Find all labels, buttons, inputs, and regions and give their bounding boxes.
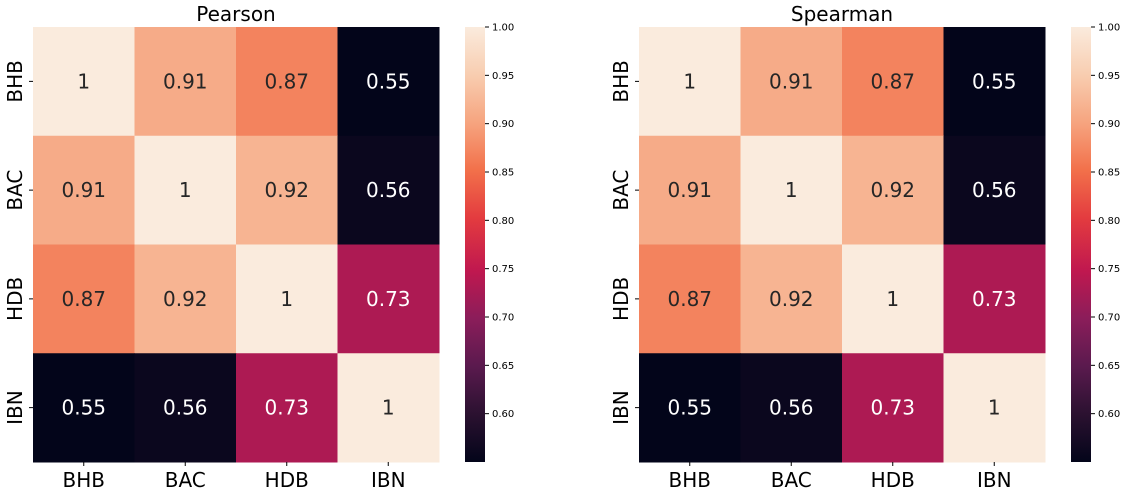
colorbar-tick-label: 0.75: [1098, 264, 1120, 275]
cell-value-label: 0.55: [366, 69, 411, 93]
x-tick-label: IBN: [371, 468, 406, 492]
cell-value-label: 0.73: [264, 396, 309, 420]
colorbar-tick-label: 0.90: [492, 119, 514, 130]
cell-value-label: 0.92: [264, 178, 309, 202]
cell-value-label: 0.56: [769, 396, 814, 420]
cell-value-label: 1: [179, 178, 192, 202]
y-tick-label: BHB: [609, 60, 633, 102]
colorbar-tick-label: 0.85: [1098, 168, 1120, 179]
cell-value-label: 0.91: [163, 69, 208, 93]
cell-value-label: 0.87: [61, 287, 106, 311]
x-tick-label: IBN: [977, 468, 1012, 492]
cell-value-label: 1: [683, 69, 696, 93]
cell-value-label: 0.55: [61, 396, 106, 420]
chart-title: Pearson: [196, 2, 275, 26]
y-tick-label: BHB: [3, 60, 27, 102]
colorbar-tick-label: 0.80: [492, 216, 514, 227]
cell-value-label: 1: [886, 287, 899, 311]
colorbar-tick-label: 0.60: [492, 409, 514, 420]
heatmap-panel-pearson: Pearson 1 0.91 0.87 0.55 0.91 1 0.92 0.56 0.87 0.9…: [3, 2, 514, 492]
cell-value-label: 1: [77, 69, 90, 93]
cell-value-label: 0.56: [366, 178, 411, 202]
y-tick-label: BAC: [609, 170, 633, 211]
cell-value-label: 0.73: [972, 287, 1017, 311]
colorbar: [465, 27, 485, 462]
y-tick-label: IBN: [3, 390, 27, 425]
cell-value-label: 0.92: [870, 178, 915, 202]
cell-value-label: 1: [280, 287, 293, 311]
cell-value-label: 0.55: [667, 396, 712, 420]
colorbar-tick-label: 0.95: [1098, 71, 1120, 82]
colorbar-tick-label: 0.90: [1098, 119, 1120, 130]
cell-value-label: 0.73: [870, 396, 915, 420]
x-tick-label: BAC: [165, 468, 206, 492]
colorbar-tick-label: 0.65: [492, 361, 514, 372]
cell-value-label: 0.87: [667, 287, 712, 311]
colorbar-tick-label: 0.75: [492, 264, 514, 275]
colorbar-tick-label: 0.70: [1098, 313, 1120, 324]
cell-value-label: 0.91: [769, 69, 814, 93]
heatmap-panel-spearman: Spearman 1 0.91 0.87 0.55 0.91 1 0.92 0.56 0.87 0.…: [609, 2, 1120, 492]
cell-value-label: 1: [988, 396, 1001, 420]
colorbar-tick-label: 0.60: [1098, 409, 1120, 420]
colorbar-tick-label: 0.70: [492, 313, 514, 324]
cell-value-label: 0.73: [366, 287, 411, 311]
y-tick-label: BAC: [3, 170, 27, 211]
x-tick-label: HDB: [871, 468, 915, 492]
colorbar-tick-label: 1.00: [492, 23, 514, 34]
y-tick-label: HDB: [3, 277, 27, 321]
x-tick-label: BHB: [63, 468, 105, 492]
cell-value-label: 0.87: [870, 69, 915, 93]
cell-value-label: 0.91: [61, 178, 106, 202]
cell-value-label: 0.87: [264, 69, 309, 93]
y-tick-label: HDB: [609, 277, 633, 321]
cell-value-label: 0.56: [163, 396, 208, 420]
chart-title: Spearman: [791, 2, 893, 26]
cell-value-label: 0.92: [769, 287, 814, 311]
x-tick-label: BAC: [771, 468, 812, 492]
cell-value-label: 0.91: [667, 178, 712, 202]
cell-value-label: 0.55: [972, 69, 1017, 93]
cell-value-label: 0.56: [972, 178, 1017, 202]
colorbar-tick-label: 0.65: [1098, 361, 1120, 372]
colorbar-tick-label: 0.95: [492, 71, 514, 82]
colorbar: [1071, 27, 1091, 462]
x-tick-label: BHB: [669, 468, 711, 492]
cell-value-label: 1: [785, 178, 798, 202]
colorbar-tick-label: 1.00: [1098, 23, 1120, 34]
x-tick-label: HDB: [265, 468, 309, 492]
colorbar-tick-label: 0.80: [1098, 216, 1120, 227]
cell-value-label: 1: [382, 396, 395, 420]
colorbar-tick-label: 0.85: [492, 168, 514, 179]
cell-value-label: 0.92: [163, 287, 208, 311]
y-tick-label: IBN: [609, 390, 633, 425]
